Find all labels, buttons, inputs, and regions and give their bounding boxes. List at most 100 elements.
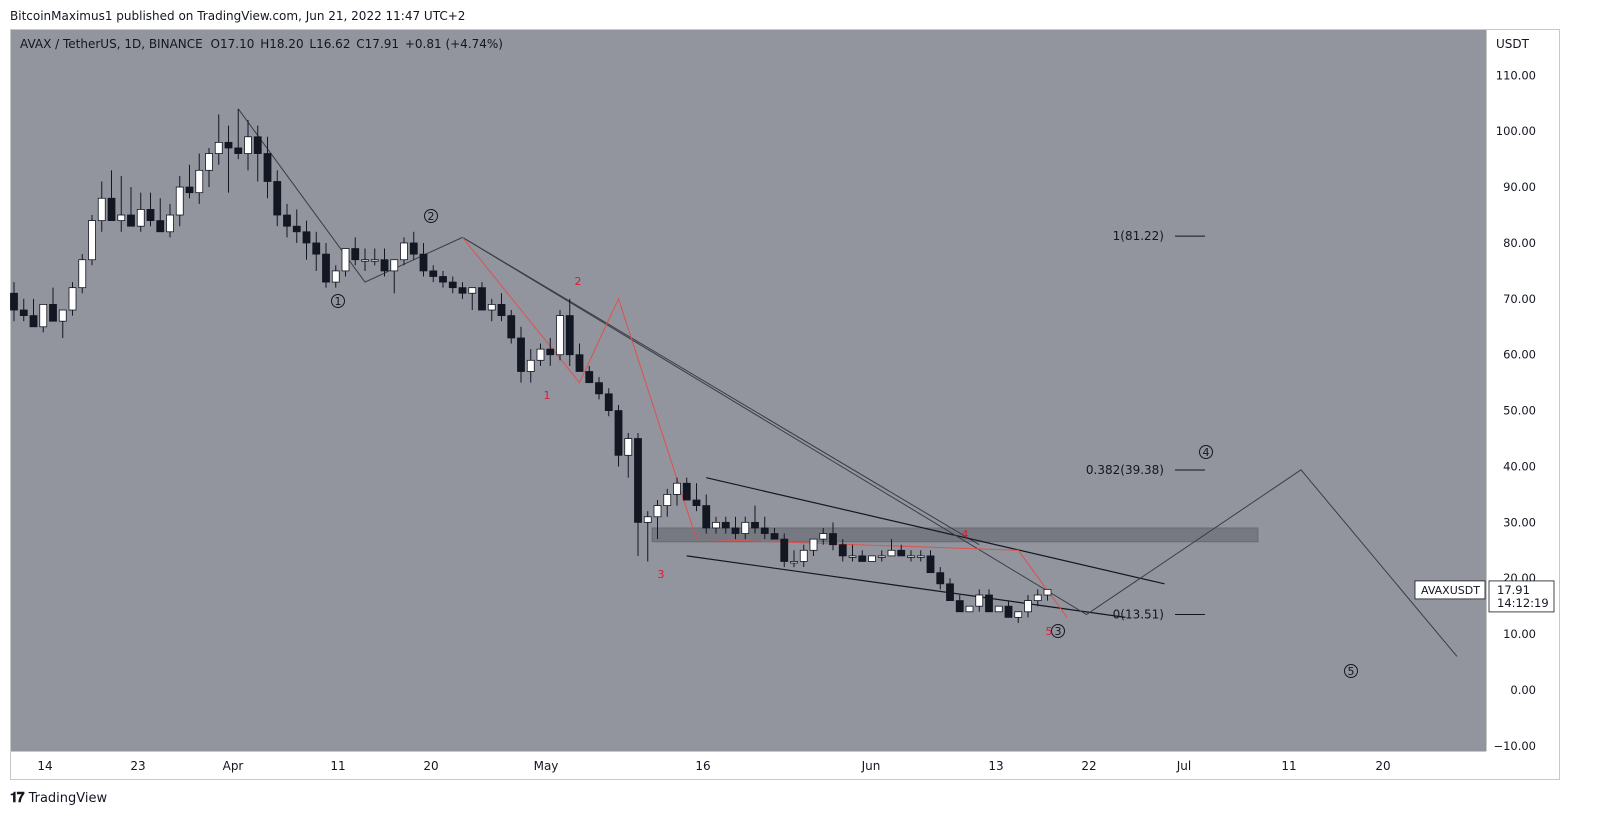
price-symbol-text: AVAXUSDT [1421, 584, 1480, 597]
candle-up [370, 259, 379, 262]
candle-up [663, 494, 672, 506]
candle-up [556, 315, 564, 356]
candle-up [195, 169, 204, 194]
wave-label-circle [1199, 445, 1213, 459]
candle-up [166, 214, 174, 233]
symbol-name: AVAX / TetherUS, 1D, BINANCE [20, 37, 203, 51]
y-tick-label: 110.00 [1496, 68, 1536, 82]
candle-up [868, 555, 876, 562]
candle-up [244, 136, 252, 154]
change-value: +0.81 (+4.74%) [404, 37, 503, 51]
y-tick-label: 30.00 [1503, 515, 1536, 529]
fib-level-label: 0.382(39.38) [1086, 463, 1164, 477]
footer-brand[interactable]: 𝟏𝟕 TradingView [10, 790, 107, 806]
wave-label-red: 2 [575, 275, 582, 288]
candle-down [49, 304, 57, 322]
candle-up [400, 242, 408, 261]
candle-down [29, 315, 38, 328]
x-tick-label: 16 [695, 759, 710, 773]
candle-down [380, 259, 389, 272]
candle-up [643, 516, 652, 523]
candle-up [331, 270, 340, 283]
candle-up [916, 555, 925, 558]
x-tick-label: May [534, 759, 559, 773]
y-tick-label: 50.00 [1503, 404, 1536, 418]
candle-down [19, 309, 28, 317]
candle-up [68, 287, 77, 311]
y-tick-label: 10.00 [1503, 627, 1536, 641]
candle-up [1033, 594, 1042, 601]
low-value: 16.62 [316, 37, 351, 51]
wave-label-circle [331, 294, 345, 308]
candle-up [526, 359, 535, 372]
close-value: 17.91 [364, 37, 400, 51]
candle-down [546, 348, 555, 356]
candle-up [214, 141, 223, 154]
candle-up [907, 555, 915, 558]
candle-up [136, 209, 145, 227]
candle-up [624, 438, 633, 456]
wave-label-circle [1051, 624, 1065, 638]
candle-up [819, 533, 828, 540]
fib-level-label: 0(13.51) [1113, 608, 1164, 622]
candle-down [565, 315, 574, 356]
wedge-upper-line [706, 477, 1165, 585]
candle-up [361, 259, 369, 262]
y-tick-label: 0.00 [1510, 683, 1536, 697]
candle-up [487, 304, 496, 311]
descending-trendline [462, 236, 980, 546]
currency-label: USDT [1496, 37, 1530, 51]
candle-down [263, 153, 272, 182]
x-tick-label: 22 [1081, 759, 1096, 773]
time-axis[interactable] [11, 751, 1486, 779]
candle-down [429, 270, 438, 277]
candle-down [585, 371, 594, 384]
wave-label: 1 [335, 295, 342, 308]
x-tick-label: 11 [330, 759, 345, 773]
x-tick-label: 13 [988, 759, 1003, 773]
candle-up [175, 186, 184, 216]
wave-label: 4 [1203, 446, 1210, 459]
y-tick-label: 90.00 [1503, 180, 1536, 194]
candle-down [419, 253, 428, 272]
candle-down [829, 533, 837, 546]
candle-down [156, 220, 165, 233]
footer-brand-text: TradingView [28, 790, 108, 806]
candle-down [497, 304, 506, 317]
wave-label-red: 5 [1046, 625, 1053, 638]
candle-up [468, 287, 477, 294]
candle-down [224, 141, 233, 149]
candle-down [731, 527, 740, 534]
x-tick-label: Apr [223, 759, 244, 773]
candle-up [712, 521, 720, 529]
candle-down [780, 538, 789, 562]
candle-down [283, 214, 291, 227]
wave-label: 3 [1055, 625, 1062, 638]
candle-down [595, 382, 603, 395]
candle-down [234, 147, 243, 154]
candle-up [390, 259, 399, 272]
candle-down [858, 555, 867, 562]
candle-down [146, 209, 155, 222]
symbol-legend: AVAX / TetherUS, 1D, BINANCE O17.10 H18.… [20, 37, 503, 51]
candle-down [439, 276, 447, 283]
candle-down [897, 549, 906, 557]
candle-up [799, 549, 808, 562]
open-value: 17.10 [220, 37, 255, 51]
candle-down [634, 438, 642, 523]
y-tick-label: 100.00 [1496, 124, 1536, 138]
y-tick-label: 80.00 [1503, 236, 1536, 250]
candle-down [721, 521, 730, 529]
publisher-caption: BitcoinMaximus1 published on TradingView… [10, 9, 466, 23]
wave-label: 2 [428, 210, 435, 223]
tradingview-logo-icon: 𝟏𝟕 [10, 790, 25, 806]
price-axis[interactable] [1486, 30, 1559, 751]
price-tag-countdown: 14:12:19 [1497, 596, 1549, 610]
candle-down [946, 583, 954, 601]
high-value: 18.20 [269, 37, 304, 51]
x-tick-label: 20 [423, 759, 438, 773]
candle-up [848, 555, 857, 558]
candle-down [409, 242, 418, 255]
candle-up [994, 605, 1003, 613]
candle-up [975, 594, 984, 607]
